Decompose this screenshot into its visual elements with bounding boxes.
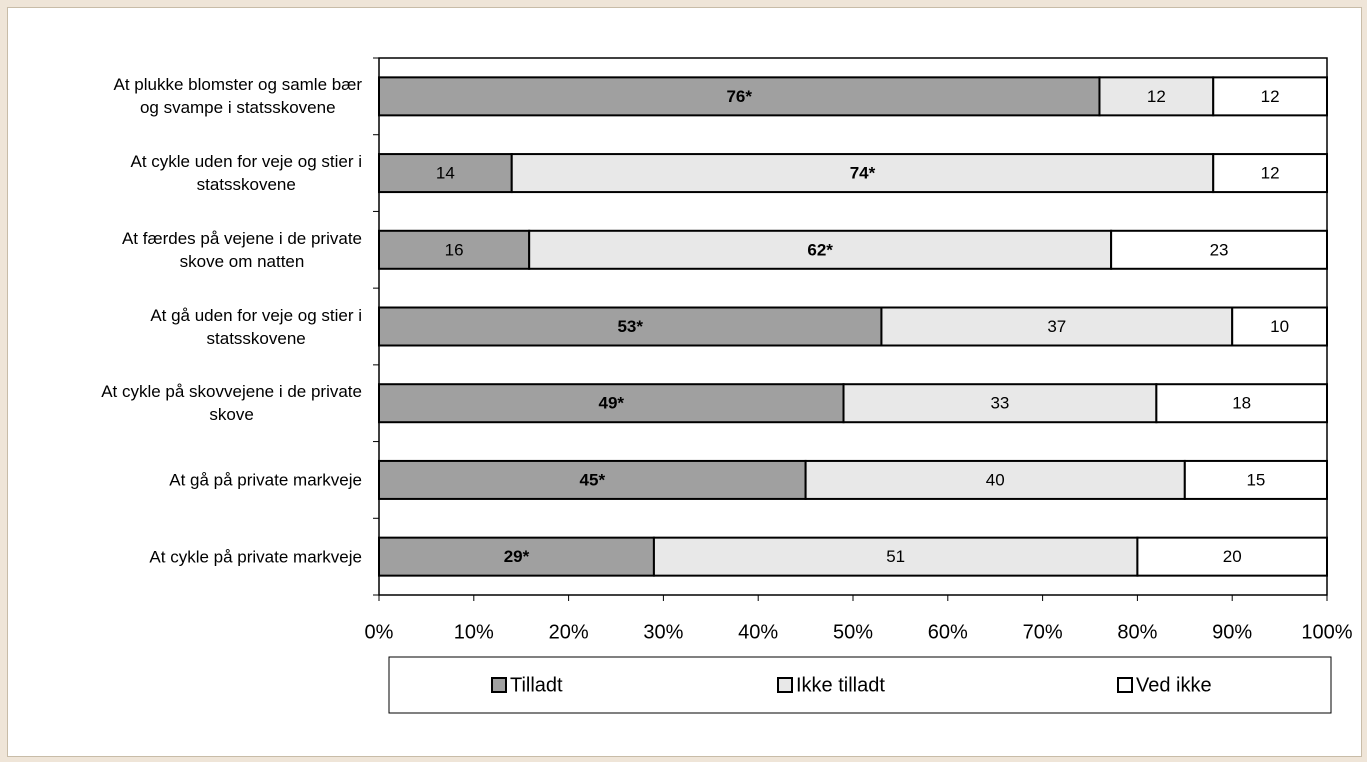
chart-frame: [7, 7, 1362, 757]
data-label: 23: [1210, 240, 1229, 259]
x-tick-label: 10%: [454, 621, 494, 643]
bar-segment: [1183, 459, 1329, 500]
legend-label: Ikke tilladt: [796, 674, 885, 696]
data-label: 15: [1246, 470, 1265, 489]
x-tick-label: 90%: [1212, 621, 1252, 643]
bar-segment: [378, 229, 531, 270]
x-tick-label: 40%: [738, 621, 778, 643]
category-label: At cykle uden for veje og stier i statss…: [130, 152, 362, 195]
bar-segment: [1110, 229, 1328, 270]
data-label: 51: [886, 547, 905, 566]
data-label: 62*: [807, 240, 833, 259]
data-label: 16: [445, 240, 464, 259]
data-label: 29*: [504, 547, 530, 566]
legend-swatch: [491, 677, 507, 693]
x-tick-label: 70%: [1023, 621, 1063, 643]
x-tick-label: 50%: [833, 621, 873, 643]
legend-swatch: [777, 677, 793, 693]
bar-segment: [378, 383, 845, 424]
bar-segment: [510, 153, 1215, 194]
data-label: 76*: [726, 87, 752, 106]
category-label: At gå uden for veje og stier i statsskov…: [150, 305, 362, 348]
bar-segment: [378, 459, 807, 500]
data-label: 45*: [580, 470, 606, 489]
category-label: At gå på private markveje: [169, 470, 362, 490]
data-label: 74*: [850, 164, 876, 183]
data-label: 40: [986, 470, 1005, 489]
category-label: At cykle på private markveje: [149, 547, 362, 567]
category-label: At cykle på skovvejene i de private skov…: [101, 382, 362, 425]
data-label: 12: [1147, 87, 1166, 106]
bar-segment: [1212, 153, 1328, 194]
bar-segment: [378, 536, 655, 577]
bar-segment: [1212, 76, 1328, 117]
data-label: 12: [1261, 87, 1280, 106]
data-label: 12: [1261, 164, 1280, 183]
x-tick-label: 60%: [928, 621, 968, 643]
legend-label: Tilladt: [510, 674, 563, 696]
data-label: 14: [436, 164, 455, 183]
x-tick-label: 80%: [1117, 621, 1157, 643]
bar-segment: [378, 76, 1101, 117]
bar-segment: [1231, 306, 1328, 347]
data-label: 20: [1223, 547, 1242, 566]
data-label: 33: [990, 394, 1009, 413]
data-label: 10: [1270, 317, 1289, 336]
x-tick-label: 20%: [549, 621, 589, 643]
data-label: 53*: [617, 317, 643, 336]
bar-segment: [842, 383, 1158, 424]
bar-segment: [652, 536, 1139, 577]
category-label: At plukke blomster og samle bær og svamp…: [113, 75, 363, 118]
data-label: 49*: [598, 394, 624, 413]
x-tick-label: 0%: [365, 621, 394, 643]
bar-segment: [1155, 383, 1328, 424]
category-label: At færdes på vejene i de private skove o…: [121, 228, 362, 271]
x-tick-label: 30%: [643, 621, 683, 643]
legend-box: [388, 656, 1332, 714]
x-tick-label: 100%: [1301, 621, 1352, 643]
legend-swatch: [1117, 677, 1133, 693]
data-label: 18: [1232, 394, 1251, 413]
legend-label: Ved ikke: [1136, 674, 1212, 696]
data-label: 37: [1047, 317, 1066, 336]
